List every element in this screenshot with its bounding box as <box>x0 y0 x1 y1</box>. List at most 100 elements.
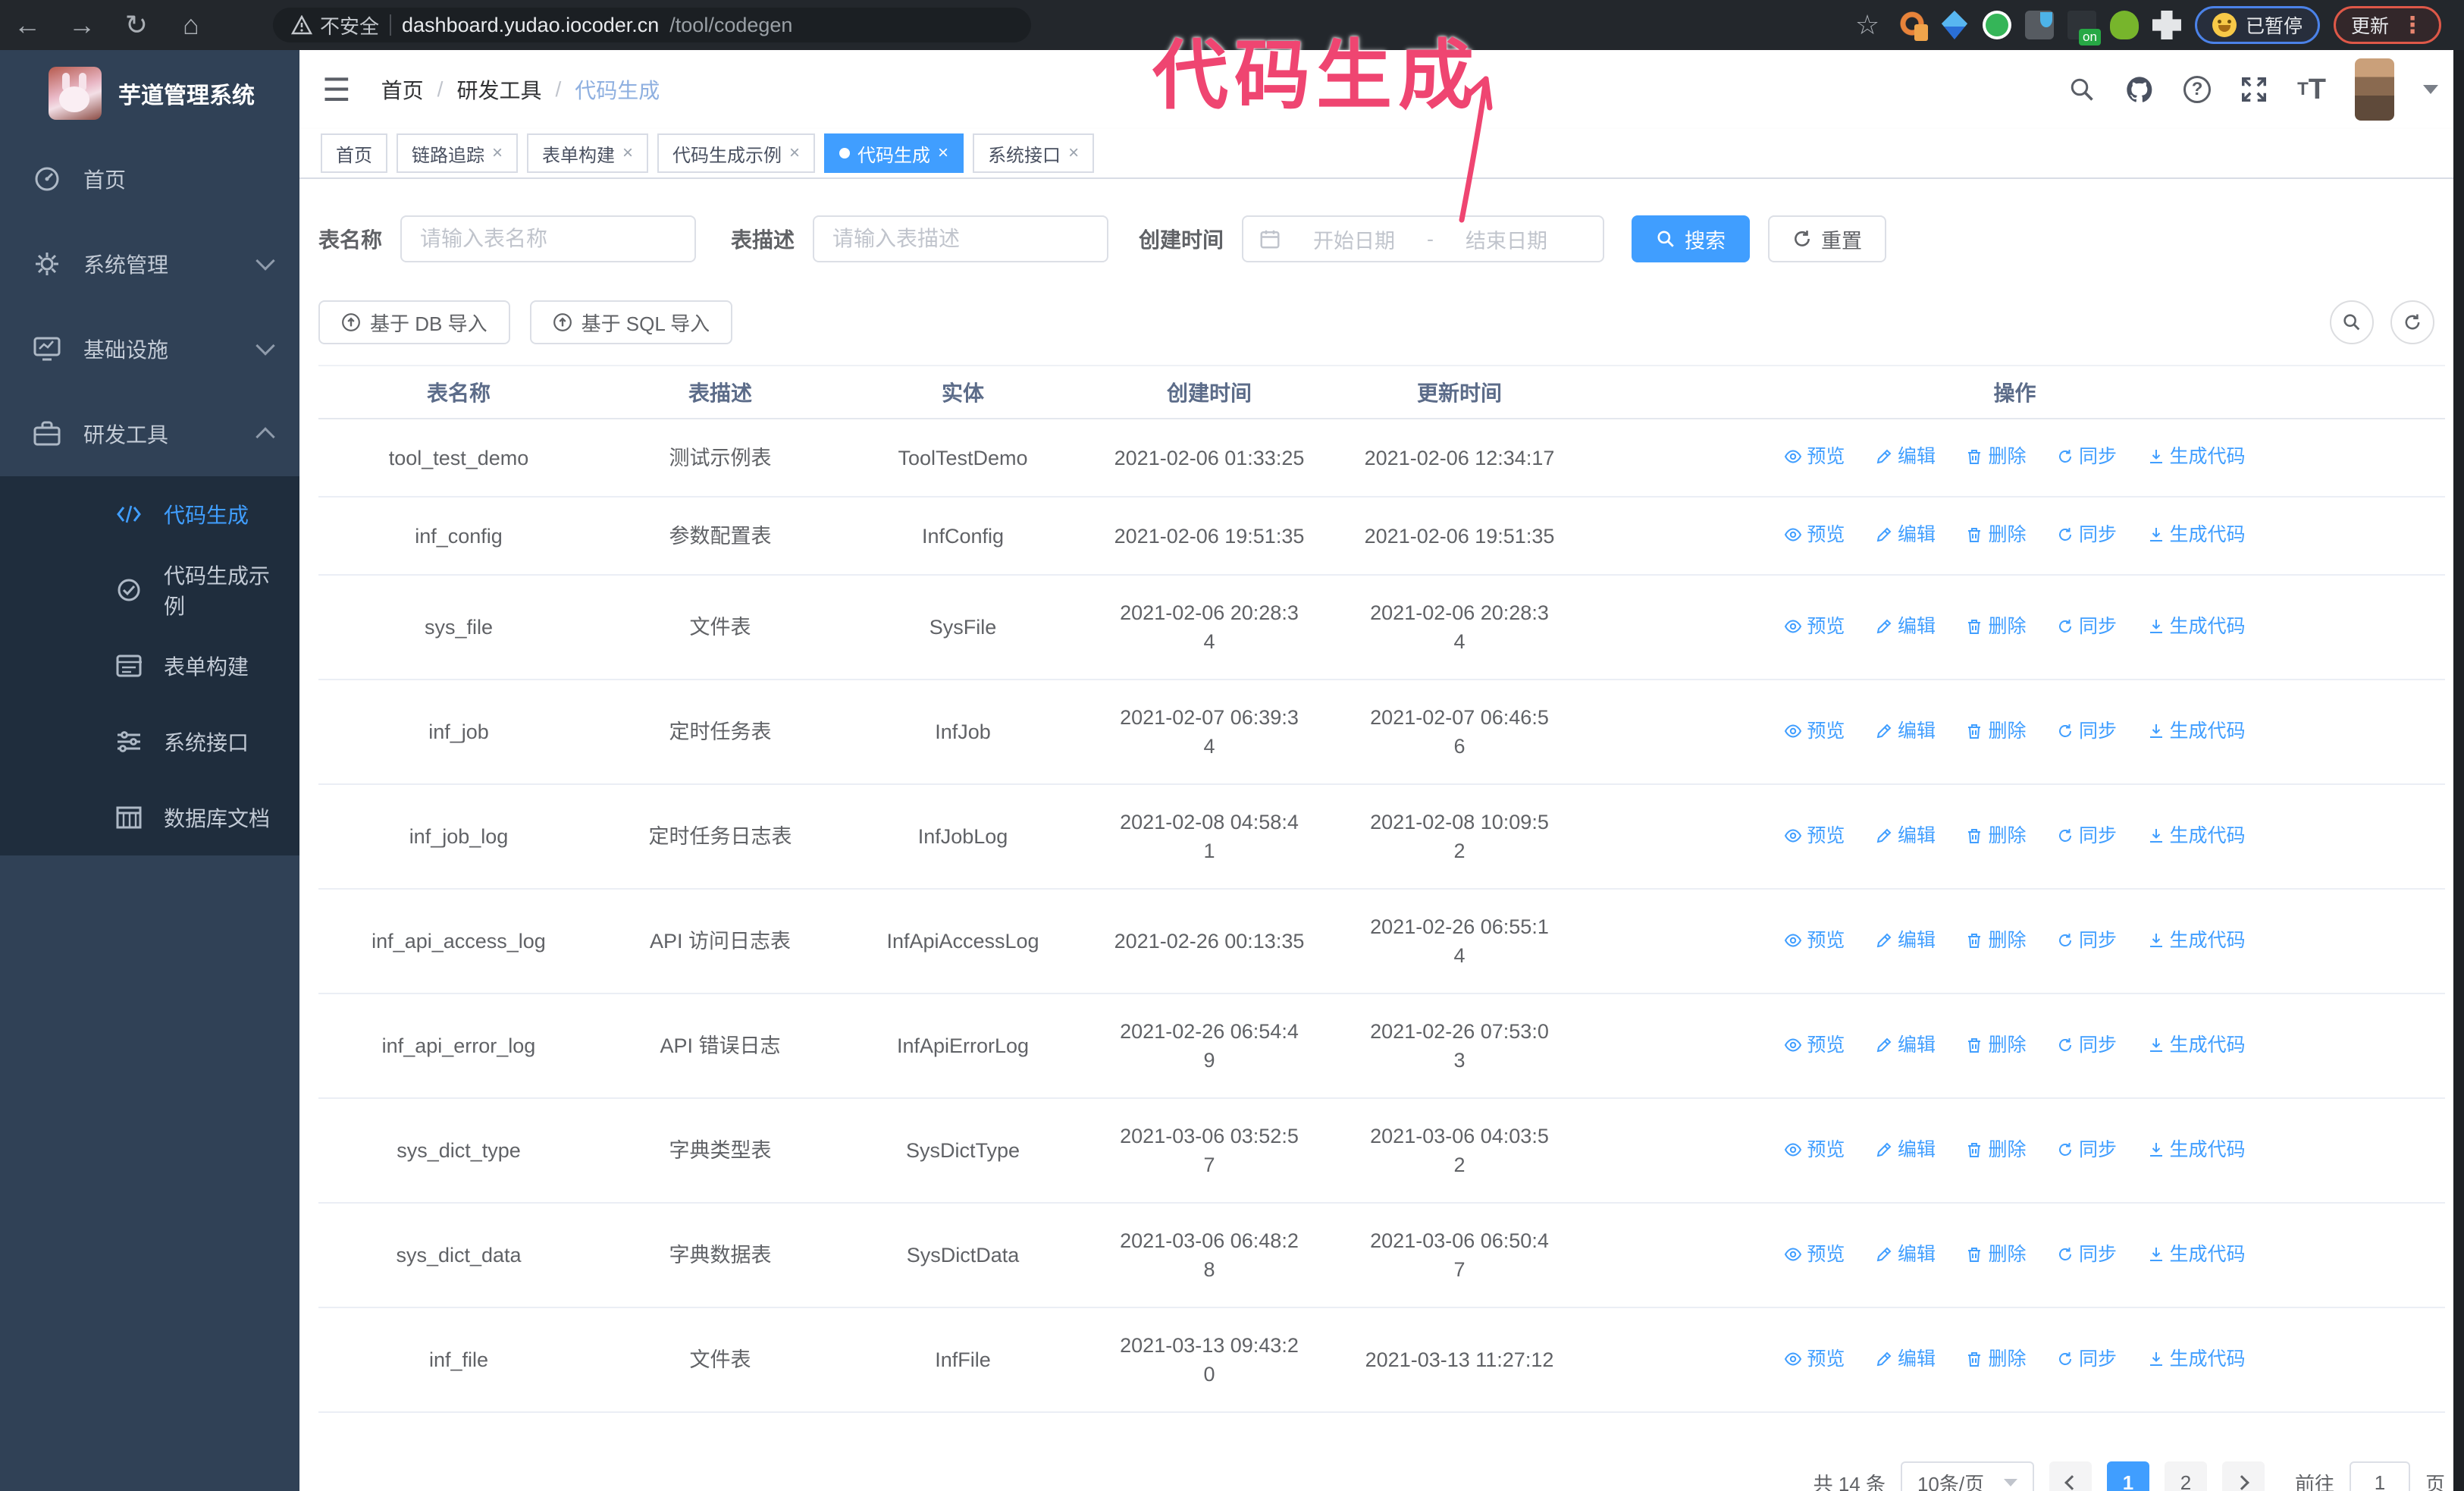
close-icon[interactable]: × <box>622 143 634 163</box>
tag-system-api[interactable]: 系统接口 × <box>973 133 1095 173</box>
window-scrollbar[interactable] <box>2453 50 2464 1491</box>
home-icon[interactable]: ⌂ <box>183 9 199 40</box>
refresh-table-button[interactable] <box>2390 300 2434 344</box>
start-date-placeholder[interactable]: 开始日期 <box>1313 229 1396 253</box>
edit-link[interactable]: 编辑 <box>1875 612 1936 641</box>
edit-link[interactable]: 编辑 <box>1875 1345 1936 1373</box>
delete-link[interactable]: 删除 <box>1965 1345 2027 1373</box>
address-bar[interactable]: 不安全 dashboard.yudao.iocoder.cn/tool/code… <box>273 8 1031 42</box>
header-search-icon[interactable] <box>2068 76 2096 103</box>
edit-link[interactable]: 编辑 <box>1875 442 1936 471</box>
sync-link[interactable]: 同步 <box>2056 1031 2117 1059</box>
preview-link[interactable]: 预览 <box>1784 612 1845 641</box>
close-icon[interactable]: × <box>1068 143 1080 163</box>
delete-link[interactable]: 删除 <box>1965 1135 2027 1164</box>
page-button-1[interactable]: 1 <box>2106 1461 2149 1491</box>
breadcrumb-home[interactable]: 首页 <box>381 79 424 102</box>
sidebar-toggle-icon[interactable]: ☰ <box>322 71 351 108</box>
delete-link[interactable]: 删除 <box>1965 1031 2027 1059</box>
preview-link[interactable]: 预览 <box>1784 717 1845 746</box>
edit-link[interactable]: 编辑 <box>1875 1135 1936 1164</box>
generate-code-link[interactable]: 生成代码 <box>2147 1345 2246 1373</box>
goto-page-input[interactable] <box>2349 1461 2410 1491</box>
sync-link[interactable]: 同步 <box>2056 1345 2117 1373</box>
edit-link[interactable]: 编辑 <box>1875 1240 1936 1269</box>
prev-page-button[interactable] <box>2049 1461 2092 1491</box>
generate-code-link[interactable]: 生成代码 <box>2147 717 2246 746</box>
delete-link[interactable]: 删除 <box>1965 1240 2027 1269</box>
github-icon[interactable] <box>2124 74 2155 105</box>
tag-codegen-example[interactable]: 代码生成示例 × <box>657 133 816 173</box>
edit-link[interactable]: 编辑 <box>1875 821 1936 850</box>
edit-link[interactable]: 编辑 <box>1875 520 1936 549</box>
preview-link[interactable]: 预览 <box>1784 1135 1845 1164</box>
generate-code-link[interactable]: 生成代码 <box>2147 821 2246 850</box>
extension-icon-1[interactable] <box>1897 11 1928 41</box>
app-logo[interactable]: 芋道管理系统 <box>0 50 299 137</box>
reset-button[interactable]: 重置 <box>1768 215 1887 262</box>
extension-icon-5[interactable]: on <box>2067 11 2101 46</box>
sidebar-item-form-builder[interactable]: 表单构建 <box>0 628 299 704</box>
preview-link[interactable]: 预览 <box>1784 926 1845 955</box>
generate-code-link[interactable]: 生成代码 <box>2147 520 2246 549</box>
tag-home[interactable]: 首页 <box>321 133 387 173</box>
generate-code-link[interactable]: 生成代码 <box>2147 926 2246 955</box>
tag-codegen[interactable]: 代码生成 × <box>824 133 964 173</box>
generate-code-link[interactable]: 生成代码 <box>2147 1031 2246 1059</box>
sync-link[interactable]: 同步 <box>2056 442 2117 471</box>
import-db-button[interactable]: 基于 DB 导入 <box>318 300 510 344</box>
preview-link[interactable]: 预览 <box>1784 1345 1845 1373</box>
close-icon[interactable]: × <box>492 143 503 163</box>
back-icon[interactable]: ← <box>14 9 41 40</box>
forward-icon[interactable]: → <box>68 9 96 40</box>
table-desc-input[interactable] <box>813 215 1109 262</box>
delete-link[interactable]: 删除 <box>1965 821 2027 850</box>
sidebar-item-db-doc[interactable]: 数据库文档 <box>0 780 299 855</box>
extension-icon-6[interactable] <box>2109 11 2139 39</box>
preview-link[interactable]: 预览 <box>1784 1240 1845 1269</box>
delete-link[interactable]: 删除 <box>1965 612 2027 641</box>
update-chrome-button[interactable]: 更新 ⋮ <box>2333 6 2441 44</box>
sync-link[interactable]: 同步 <box>2056 612 2117 641</box>
sidebar-item-system[interactable]: 系统管理 <box>0 221 299 306</box>
chrome-menu-icon[interactable]: ⋮ <box>2401 12 2424 38</box>
tag-tracing[interactable]: 链路追踪 × <box>397 133 519 173</box>
tag-form-builder[interactable]: 表单构建 × <box>527 133 649 173</box>
page-size-select[interactable]: 10条/页 <box>1900 1461 2034 1491</box>
fullscreen-icon[interactable] <box>2240 75 2268 104</box>
sidebar-item-home[interactable]: 首页 <box>0 137 299 221</box>
sidebar-item-infra[interactable]: 基础设施 <box>0 306 299 391</box>
preview-link[interactable]: 预览 <box>1784 520 1845 549</box>
help-icon[interactable]: ? <box>2183 76 2212 103</box>
sidebar-item-codegen[interactable]: 代码生成 <box>0 476 299 552</box>
close-icon[interactable]: × <box>789 143 801 163</box>
extension-icon-4[interactable] <box>2024 11 2054 39</box>
security-warning[interactable]: 不安全 <box>291 11 379 39</box>
next-page-button[interactable] <box>2221 1461 2265 1491</box>
page-button-2[interactable]: 2 <box>2164 1461 2207 1491</box>
sidebar-item-devtools[interactable]: 研发工具 <box>0 391 299 476</box>
toggle-search-button[interactable] <box>2330 300 2374 344</box>
sidebar-item-codegen-example[interactable]: 代码生成示例 <box>0 552 299 628</box>
preview-link[interactable]: 预览 <box>1784 821 1845 850</box>
generate-code-link[interactable]: 生成代码 <box>2147 612 2246 641</box>
extensions-puzzle-icon[interactable] <box>2152 11 2181 39</box>
delete-link[interactable]: 删除 <box>1965 717 2027 746</box>
preview-link[interactable]: 预览 <box>1784 1031 1845 1059</box>
sync-link[interactable]: 同步 <box>2056 821 2117 850</box>
generate-code-link[interactable]: 生成代码 <box>2147 1240 2246 1269</box>
edit-link[interactable]: 编辑 <box>1875 926 1936 955</box>
sync-link[interactable]: 同步 <box>2056 520 2117 549</box>
extension-icon-2[interactable] <box>1941 11 1968 39</box>
table-name-input[interactable] <box>400 215 697 262</box>
delete-link[interactable]: 删除 <box>1965 520 2027 549</box>
user-menu-caret-icon[interactable] <box>2423 85 2438 94</box>
search-button[interactable]: 搜索 <box>1632 215 1751 262</box>
breadcrumb-devtools[interactable]: 研发工具 <box>456 79 542 102</box>
edit-link[interactable]: 编辑 <box>1875 717 1936 746</box>
import-sql-button[interactable]: 基于 SQL 导入 <box>529 300 733 344</box>
user-avatar[interactable] <box>2355 58 2394 121</box>
bookmark-star-icon[interactable]: ☆ <box>1854 9 1880 40</box>
reload-icon[interactable]: ↻ <box>124 9 149 40</box>
